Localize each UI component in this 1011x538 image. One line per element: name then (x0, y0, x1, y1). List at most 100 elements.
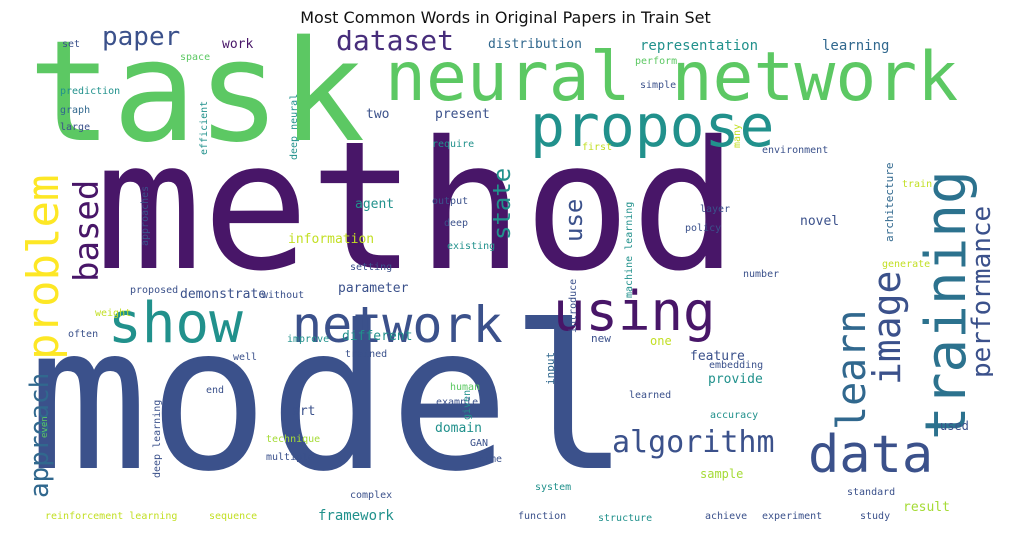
word-work: work (222, 37, 253, 52)
word-network: network (292, 296, 503, 354)
word-study: study (860, 511, 890, 522)
word-function: function (518, 511, 566, 522)
word-standard: standard (847, 487, 895, 498)
word-perform: perform (635, 56, 677, 67)
word-time: time (478, 454, 502, 465)
word-trained: trained (345, 349, 387, 360)
word-setting: setting (350, 262, 392, 273)
word-prediction: prediction (60, 86, 120, 97)
word-agent: agent (355, 197, 394, 212)
word-training: training (914, 170, 979, 440)
word-even: even (40, 416, 50, 438)
chart-title: Most Common Words in Original Papers in … (300, 8, 711, 27)
word-different: different (342, 329, 412, 344)
word-provide: provide (708, 372, 763, 387)
word-result: result (903, 500, 950, 515)
word-large: large (60, 122, 90, 133)
word-multiple: multiple (266, 452, 314, 463)
word-learning: learning (822, 38, 889, 54)
word-data: data (808, 425, 933, 485)
word-sequence: sequence (209, 511, 257, 522)
word-learn: learn (829, 310, 875, 430)
word-achieve: achieve (705, 511, 747, 522)
word-used: used (940, 419, 969, 433)
word-given: given (462, 390, 473, 420)
word-human: human (450, 382, 480, 393)
word-graph: graph (60, 105, 90, 116)
word-model: model (28, 283, 630, 516)
word-deep: deep (444, 218, 468, 229)
word-one: one (650, 334, 672, 348)
word-efficient: efficient (199, 101, 210, 155)
word-state: state (488, 168, 516, 240)
word-architecture: architecture (883, 163, 896, 242)
word-structure: structure (598, 513, 652, 524)
word-policy: policy (685, 223, 721, 234)
word-reinforcement-learning: reinforcement learning (45, 511, 177, 522)
word-problem: problem (18, 175, 69, 360)
word-without: without (262, 290, 304, 301)
word-propose: propose (530, 92, 774, 160)
word-approaches: approaches (140, 186, 151, 246)
word-machine-learning: machine learning (624, 202, 635, 298)
word-gan: GAN (470, 438, 488, 449)
word-two: two (366, 107, 389, 122)
word-using: using (553, 280, 716, 343)
word-based: based (67, 180, 107, 282)
word-accuracy: accuracy (710, 410, 758, 421)
word-many: many (732, 124, 743, 148)
word-first: first (582, 142, 612, 153)
word-domain: domain (435, 421, 482, 436)
word-technique: technique (266, 434, 320, 445)
word-proposed: proposed (130, 285, 178, 296)
word-feature: feature (690, 349, 745, 364)
word-layer: layer (700, 204, 730, 215)
word-space: space (180, 52, 210, 63)
word-sample: sample (700, 467, 743, 481)
word-representation: representation (640, 38, 758, 54)
word-method: method (95, 103, 738, 310)
word-often: often (68, 329, 98, 340)
word-example: example (436, 397, 478, 408)
word-show: show (108, 291, 243, 356)
word-simple: simple (640, 80, 676, 91)
word-deep-neural: deep neural (289, 94, 300, 160)
word-end: end (206, 385, 224, 396)
word-weight: weight (95, 308, 131, 319)
word-well: well (233, 352, 257, 363)
word-learned: learned (629, 390, 671, 401)
word-deep-learning: deep learning (152, 400, 163, 478)
word-information: information (288, 232, 374, 247)
word-image: image (865, 271, 909, 385)
word-present: present (435, 107, 490, 122)
word-train: train (902, 179, 932, 190)
word-novel: novel (800, 214, 839, 229)
word-framework: framework (318, 508, 394, 524)
word-paper: paper (102, 30, 180, 52)
word-improve: improve (287, 334, 329, 345)
word-generate: generate (882, 259, 930, 270)
word-output: output (432, 196, 468, 207)
word-set: set (62, 39, 80, 50)
word-approach: approach (25, 373, 55, 498)
word-system: system (535, 482, 571, 493)
word-neural-network: neural network (385, 38, 958, 117)
word-demonstrate: demonstrate (180, 287, 266, 302)
word-parameter: parameter (338, 281, 409, 296)
word-new: new (591, 332, 611, 345)
word-embedding: embedding (709, 360, 763, 371)
word-environment: environment (762, 145, 828, 156)
word-dataset: dataset (336, 30, 454, 57)
word-number: number (743, 269, 779, 280)
word-use: use (560, 199, 588, 242)
word-art: art (292, 404, 315, 419)
word-complex: complex (350, 490, 392, 501)
word-performance: performance (967, 206, 993, 378)
word-distribution: distribution (488, 37, 582, 52)
word-existing: existing (447, 241, 495, 252)
word-task: task (28, 30, 365, 174)
word-experiment: experiment (762, 511, 822, 522)
word-input: input (544, 352, 557, 385)
word-require: require (432, 139, 474, 150)
